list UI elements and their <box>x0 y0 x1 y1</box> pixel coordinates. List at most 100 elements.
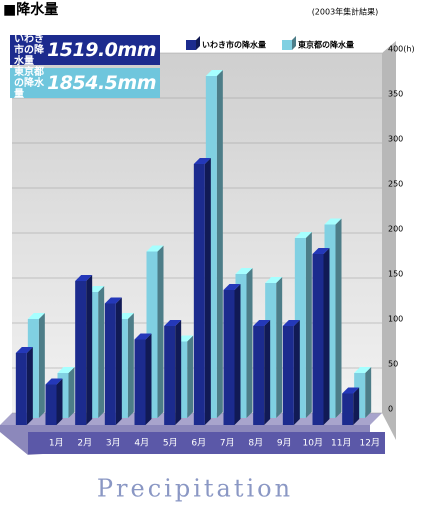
bar <box>57 373 69 418</box>
bar-side <box>335 218 342 418</box>
bar-top <box>164 320 182 326</box>
bar <box>235 274 247 418</box>
y-tick-label: 300 <box>388 135 403 144</box>
bar-top <box>134 333 152 340</box>
bar-top <box>312 248 330 254</box>
bar-side <box>26 347 33 425</box>
total-label: 東京都の降水量 <box>14 66 44 100</box>
x-tick-label: 6月 <box>191 438 206 449</box>
bar <box>87 292 99 418</box>
bar-side <box>276 277 283 418</box>
bar-side <box>216 70 223 418</box>
bar <box>205 76 217 418</box>
legend-label: 東京都の降水量 <box>298 40 354 50</box>
bar-side <box>246 268 253 418</box>
bar-top <box>104 297 122 304</box>
bar-top <box>265 277 283 283</box>
bar <box>164 326 176 425</box>
legend-swatch-side <box>196 36 200 50</box>
total-value: 1519.0mm <box>47 39 156 61</box>
bar-top <box>205 70 223 76</box>
bar <box>324 224 336 418</box>
bar-side <box>353 387 360 425</box>
total-label: いわき市の降水量 <box>14 33 44 67</box>
bar <box>342 393 354 425</box>
bar-top <box>282 320 300 326</box>
bar-side <box>157 245 164 418</box>
bar-top <box>146 245 164 252</box>
x-tick-label: 9月 <box>277 438 292 449</box>
bar <box>354 373 366 418</box>
bar-top <box>27 313 45 319</box>
bar <box>253 326 265 425</box>
bar-side <box>234 284 241 425</box>
subtitle: (2003年集計結果) <box>312 7 379 17</box>
y-tick-label: 150 <box>388 270 403 279</box>
x-tick-label: 1月 <box>49 438 64 449</box>
y-tick-label: 0 <box>388 405 393 414</box>
y-tick-label: 350 <box>388 90 403 99</box>
month-band <box>28 432 385 454</box>
bar-top <box>57 367 75 373</box>
y-tick-label: 400(h) <box>388 45 415 54</box>
bar <box>223 290 235 425</box>
bar <box>27 319 39 418</box>
bar-top <box>354 367 372 373</box>
chart-title: ■降水量 <box>3 1 58 18</box>
y-tick-label: 250 <box>388 180 403 189</box>
bar-side <box>68 367 75 418</box>
bar-top <box>15 347 33 353</box>
bar-side <box>98 286 105 418</box>
total-box: 東京都の降水量 1854.5mm <box>10 66 160 100</box>
bar-top <box>253 320 271 326</box>
bar <box>75 281 87 425</box>
bar <box>176 341 188 418</box>
bar <box>146 251 158 418</box>
bar-side <box>293 320 300 425</box>
bar-side <box>264 320 271 425</box>
bar-side <box>115 297 122 425</box>
bar-top <box>75 275 93 281</box>
y-tick-label: 50 <box>388 360 398 369</box>
watermark: Precipitation <box>97 475 293 503</box>
bar <box>45 384 57 425</box>
total-value: 1854.5mm <box>47 72 156 94</box>
x-tick-label: 10月 <box>303 438 323 449</box>
bar-side <box>365 367 372 418</box>
bar-top <box>324 218 342 225</box>
bar <box>15 353 27 425</box>
bar-side <box>145 333 152 425</box>
side-wall <box>382 41 396 440</box>
bar-top <box>45 378 63 385</box>
x-tick-label: 11月 <box>331 438 351 449</box>
bar-side <box>56 378 63 425</box>
bar-top <box>223 284 241 290</box>
y-tick-label: 200 <box>388 225 403 234</box>
legend-swatch <box>186 40 196 50</box>
x-tick-label: 3月 <box>106 438 121 449</box>
bar-side <box>127 313 134 418</box>
bar-side <box>38 313 45 418</box>
bar <box>104 303 116 425</box>
bar-top <box>294 232 312 238</box>
bar-side <box>86 275 93 425</box>
x-tick-label: 7月 <box>220 438 235 449</box>
bar-side <box>175 320 182 425</box>
bar-side <box>305 232 312 418</box>
bar-top <box>193 158 211 164</box>
x-tick-label: 4月 <box>134 438 149 449</box>
legend-swatch-side <box>292 36 296 50</box>
bar-side <box>323 248 330 425</box>
bar <box>116 319 128 418</box>
x-tick-label: 2月 <box>77 438 92 449</box>
x-tick-label: 8月 <box>248 438 263 449</box>
bar <box>282 326 294 425</box>
bar <box>312 254 324 425</box>
bar-top <box>342 387 360 394</box>
bar <box>265 283 277 418</box>
y-tick-label: 100 <box>388 315 403 324</box>
legend-label: いわき市の降水量 <box>202 40 266 50</box>
bar <box>134 339 146 425</box>
